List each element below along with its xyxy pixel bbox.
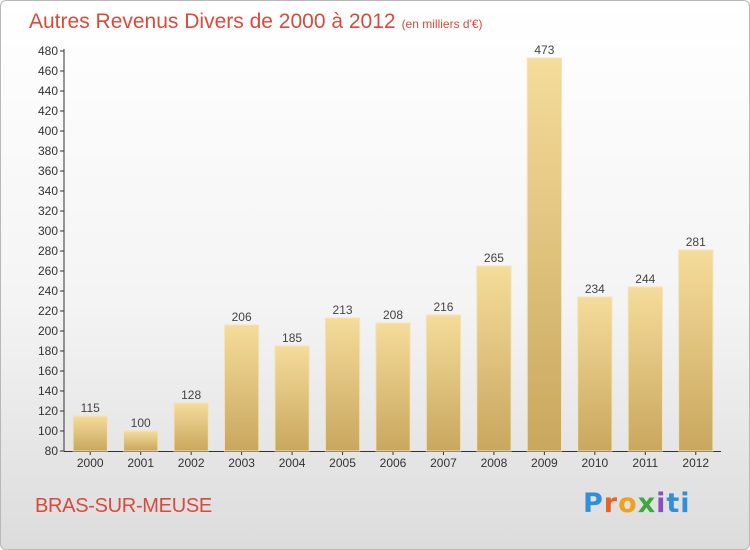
bar-2003 <box>223 324 260 452</box>
bar-2010 <box>577 296 613 452</box>
x-tick-label-2006: 2006 <box>380 456 407 470</box>
chart-title: Autres Revenus Divers de 2000 à 2012 (en … <box>29 10 483 34</box>
value-label-2010: 234 <box>585 282 605 296</box>
value-label-2005: 213 <box>333 303 353 317</box>
x-tick-label-2000: 2000 <box>77 456 104 470</box>
value-label-2000: 115 <box>81 401 100 415</box>
y-tick-label: 380 <box>38 144 58 158</box>
x-tick-label-2010: 2010 <box>581 456 608 470</box>
y-tick-label: 340 <box>38 184 58 198</box>
logo-letter: P <box>583 488 604 519</box>
y-tick-label: 100 <box>38 424 58 438</box>
y-tick-label: 420 <box>38 104 58 118</box>
y-tick-label: 160 <box>38 364 58 378</box>
x-tick-label-2005: 2005 <box>329 456 356 470</box>
y-tick-label: 280 <box>38 244 58 258</box>
x-tick-label-2008: 2008 <box>481 456 508 470</box>
bar-2009 <box>526 57 563 452</box>
x-tick-label-2009: 2009 <box>531 456 558 470</box>
y-tick-label: 200 <box>38 324 58 338</box>
y-tick-label: 300 <box>38 224 58 238</box>
x-tick-label-2007: 2007 <box>430 456 457 470</box>
logo-letter: r <box>603 488 619 519</box>
value-label-2007: 216 <box>433 300 453 314</box>
y-tick-label: 80 <box>45 444 59 458</box>
bar-2002 <box>173 402 209 452</box>
x-tick-label-2002: 2002 <box>178 456 205 470</box>
proxiti-logo: Proxiti <box>583 488 691 519</box>
chart-title-text: Autres Revenus Divers de 2000 à 2012 <box>29 10 396 33</box>
logo-letter: x <box>637 488 657 519</box>
value-label-2004: 185 <box>282 331 302 345</box>
value-label-2012: 281 <box>686 235 706 249</box>
logo-letter: i <box>680 488 691 519</box>
x-tick-label-2003: 2003 <box>228 456 255 470</box>
y-tick-label: 400 <box>38 124 58 138</box>
y-tick-label: 180 <box>38 344 58 358</box>
x-tick-label-2011: 2011 <box>632 456 658 470</box>
y-tick-label: 460 <box>38 64 58 78</box>
y-tick-label: 120 <box>38 404 58 418</box>
value-label-2011: 244 <box>635 272 655 286</box>
bar-2004 <box>274 345 310 452</box>
logo-letter: o <box>618 488 638 519</box>
logo-letter: t <box>666 488 681 519</box>
bar-2007 <box>425 314 462 452</box>
value-label-2009: 473 <box>534 43 554 57</box>
x-tick-label-2001: 2001 <box>127 456 154 470</box>
value-label-2002: 128 <box>181 388 201 402</box>
bar-2000 <box>72 415 108 452</box>
value-label-2006: 208 <box>383 308 403 322</box>
bar-2005 <box>324 317 361 452</box>
chart-subtitle: (en milliers d'€) <box>401 17 483 31</box>
value-label-2001: 100 <box>131 416 151 430</box>
logo-letter: i <box>656 488 667 519</box>
y-tick-label: 260 <box>38 264 58 278</box>
bar-2001 <box>123 430 159 452</box>
y-tick-label: 480 <box>38 44 58 58</box>
bar-2006 <box>375 322 411 452</box>
y-tick-label: 360 <box>38 164 58 178</box>
value-label-2008: 265 <box>484 251 504 265</box>
value-label-2003: 206 <box>232 310 252 324</box>
city-name: BRAS-SUR-MEUSE <box>35 495 212 517</box>
y-tick-label: 320 <box>38 204 58 218</box>
y-tick-label: 220 <box>38 304 58 318</box>
bar-2008 <box>476 265 512 452</box>
y-tick-label: 140 <box>38 384 58 398</box>
bar-2011 <box>627 286 663 452</box>
bar-2012 <box>678 249 714 452</box>
x-tick-label-2004: 2004 <box>279 456 306 470</box>
y-tick-label: 440 <box>38 84 58 98</box>
y-tick-label: 240 <box>38 284 58 298</box>
x-tick-label-2012: 2012 <box>682 456 709 470</box>
